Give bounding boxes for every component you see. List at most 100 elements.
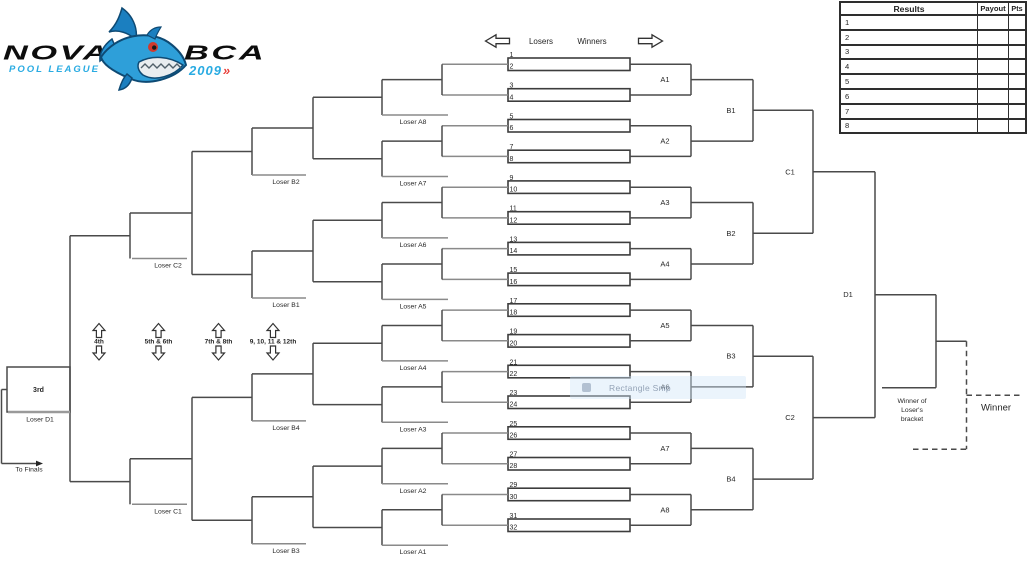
pts-header: Pts [1008,1,1027,16]
results-rank-cell: 4 [839,58,978,76]
seed-number: 7 [510,144,514,151]
results-rows: 1 2 3 4 5 6 7 8 [839,14,1027,135]
results-pts-cell [1008,102,1027,120]
arrow-up-icon [211,322,226,339]
seed-number: 15 [510,267,518,274]
results-payout-cell [977,43,1009,61]
results-row: 1 [839,14,1027,31]
match-box [507,518,631,533]
shark-icon [99,6,188,91]
loser-entry-label: Loser A1 [400,549,427,556]
winners-match-label: A5 [660,321,669,330]
results-pts-cell [1008,14,1027,31]
loser-entry-label: Loser D1 [26,417,54,424]
seed-number: 12 [510,217,518,224]
winners-match-label: B1 [726,106,735,115]
winners-match-label: A4 [660,260,669,269]
seed-number: 10 [510,187,518,194]
match-box [507,425,631,441]
results-payout-cell [977,58,1009,76]
loser-entry-label: Loser B1 [272,302,299,309]
champion-label: Winner [981,403,1011,414]
seed-number: 16 [510,279,518,286]
seed-number: 3 [510,83,514,90]
match-box [507,57,631,72]
placement-marker-label: 4th [94,339,104,346]
placement-marker-label: 9, 10, 11 & 12th [250,339,297,346]
seed-number: 25 [510,421,518,428]
loser-entry-label: Loser C1 [154,508,182,515]
results-rank-cell: 8 [839,117,978,135]
results-row: 6 [839,87,1027,105]
winners-match-label: A7 [660,444,669,453]
losers-champion-label: Loser's [901,407,923,414]
results-payout-cell [977,28,1009,46]
match-box [507,302,631,318]
results-row: 4 [839,58,1027,76]
results-header: Results [839,1,978,16]
loser-entry-label: Loser A4 [400,365,427,372]
seed-number: 11 [510,206,517,213]
match-box [507,272,631,287]
placement-marker-label: 7th & 8th [205,339,233,346]
results-pts-cell [1008,73,1027,90]
seed-number: 20 [510,340,518,347]
winners-match-label: A8 [660,505,669,514]
results-payout-cell [977,102,1009,120]
arrow-down-icon [211,345,226,361]
results-payout-cell [977,14,1009,31]
match-box [507,87,631,102]
seed-number: 17 [510,298,518,305]
results-table: Results Payout Pts 1 2 3 4 5 6 7 [839,1,1027,135]
match-box [507,180,631,195]
loser-entry-label: Loser C2 [154,263,182,270]
results-row: 3 [839,43,1027,61]
results-rank-cell: 6 [839,87,978,105]
placement-marker-label: 5th & 6th [145,339,173,346]
third-place-label: 3rd [33,387,44,394]
losers-direction-label: Losers [529,37,553,46]
results-row: 8 [839,117,1027,135]
logo-subtitle-right: 2009» [189,63,232,78]
results-payout-cell [977,117,1009,135]
results-rank-cell: 1 [839,14,978,31]
match-box [507,395,631,410]
loser-entry-label: Loser A3 [400,426,427,433]
seed-number: 29 [510,482,518,489]
seed-number: 21 [510,359,518,366]
losers-champion-label: bracket [901,416,923,423]
results-pts-cell [1008,117,1027,135]
match-box [507,210,631,225]
loser-entry-label: Loser A2 [400,488,427,495]
results-pts-cell [1008,43,1027,61]
loser-entry-label: Loser A5 [400,303,427,310]
to-finals-arrowhead-icon [36,460,43,467]
losers-champion-label: Winner of [897,398,926,405]
arrow-left-icon [484,33,511,49]
results-rank-cell: 3 [839,43,978,61]
winners-direction-label: Winners [577,37,606,46]
seed-number: 31 [510,513,518,520]
seed-number: 26 [510,433,518,440]
logo-chevrons: » [222,63,232,78]
winners-match-label: C1 [785,167,795,176]
logo-title-right: BCA [184,41,267,65]
results-pts-cell [1008,28,1027,46]
to-finals-label: To Finals [15,467,43,474]
winners-match-label: A3 [660,198,669,207]
seed-number: 19 [510,329,518,336]
arrow-down-icon [91,345,107,361]
logo-title-left: NOVA [3,41,111,65]
winners-match-label: C2 [785,413,795,422]
arrow-up-icon [265,322,281,339]
loser-entry-label: Loser A8 [400,119,427,126]
results-row: 7 [839,102,1027,120]
match-box [507,487,631,502]
seed-number: 18 [510,310,518,317]
match-box [507,333,631,348]
results-rank-cell: 7 [839,102,978,120]
league-logo: NOVA BCA POOL LEAGUE 2009» [0,0,280,100]
